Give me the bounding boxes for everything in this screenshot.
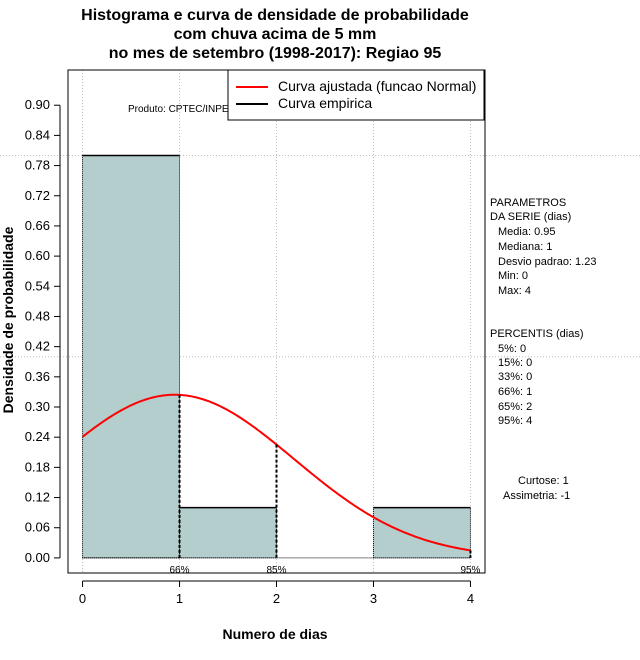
percentile-15: 15%: 0 [498, 357, 533, 369]
y-tick-label: 0.36 [25, 369, 50, 384]
percentile-marker-label: 85% [266, 565, 286, 576]
percentile-95: 95%: 4 [498, 415, 533, 427]
percentile-marker-label: 66% [170, 565, 190, 576]
x-tick-label: 2 [273, 591, 280, 606]
y-tick-label: 0.66 [25, 218, 50, 233]
stat-stddev: Desvio padrao: 1.23 [498, 256, 597, 268]
y-tick-label: 0.48 [25, 308, 50, 323]
y-tick-label: 0.00 [25, 550, 50, 565]
curve-layer [81, 393, 471, 552]
percentile-66: 66%: 1 [498, 386, 533, 398]
x-tick-label: 1 [176, 591, 183, 606]
legend-label-normal: Curva ajustada (funcao Normal) [278, 78, 476, 94]
y-tick-label: 0.12 [25, 490, 50, 505]
percentile-markers: 66% 85% 95% [170, 394, 481, 576]
product-label: Produto: CPTEC/INPE [128, 104, 229, 115]
y-tick-label: 0.90 [25, 97, 50, 112]
y-tick-label: 0.54 [25, 278, 50, 293]
stat-max: Max: 4 [498, 285, 532, 297]
stat-min: Min: 0 [498, 270, 528, 282]
histogram-bar [372, 507, 471, 559]
y-axis-title: Densidade de probabilidade [0, 226, 16, 413]
percentiles-header: PERCENTIS (dias) [490, 328, 584, 340]
chart-title-line-1: Histograma e curva de densidade de proba… [81, 7, 469, 24]
y-tick-label: 0.60 [25, 248, 50, 263]
legend: Curva ajustada (funcao Normal) Curva emp… [227, 69, 485, 121]
histogram-bar [82, 155, 181, 559]
percentile-marker-label: 95% [460, 565, 480, 576]
stat-median: Mediana: 1 [498, 241, 553, 253]
stats-header-1: PARAMETROS [490, 197, 567, 209]
y-axis: 0.00 0.06 0.12 0.18 0.24 0.30 0.36 0.42 0.48 0.54… [25, 97, 61, 565]
legend-label-empirical: Curva empirica [278, 95, 372, 111]
skewness-label: Assimetria: -1 [503, 490, 571, 502]
percentile-65: 65%: 2 [498, 401, 533, 413]
x-tick-label: 3 [370, 591, 377, 606]
chart-title-line-2: com chuva acima de 5 mm [173, 26, 377, 43]
x-tick-label: 4 [467, 591, 474, 606]
x-axis-title: Numero de dias [222, 626, 328, 642]
y-tick-label: 0.24 [25, 429, 50, 444]
y-tick-label: 0.72 [25, 188, 50, 203]
bars-layer [82, 154, 471, 559]
percentile-33: 33%: 0 [498, 371, 533, 383]
percentile-5: 5%: 0 [498, 343, 527, 355]
normal-curve-line [81, 393, 471, 552]
y-tick-label: 0.30 [25, 399, 50, 414]
y-tick-label: 0.78 [25, 158, 50, 173]
x-axis: 0 1 2 3 4 [79, 580, 474, 606]
chart-title-line-3: no mes de setembro (1998-2017): Regiao 9… [108, 45, 442, 62]
stat-mean: Media: 0.95 [498, 226, 556, 238]
x-tick-label: 0 [79, 591, 86, 606]
histogram-bar [179, 507, 277, 559]
legend-box [227, 69, 485, 121]
y-tick-label: 0.42 [25, 339, 50, 354]
y-tick-label: 0.84 [25, 127, 50, 142]
y-tick-label: 0.06 [25, 520, 50, 535]
kurtosis-label: Curtose: 1 [518, 475, 569, 487]
stats-header-2: DA SERIE (dias) [490, 211, 572, 223]
y-tick-label: 0.18 [25, 459, 50, 474]
